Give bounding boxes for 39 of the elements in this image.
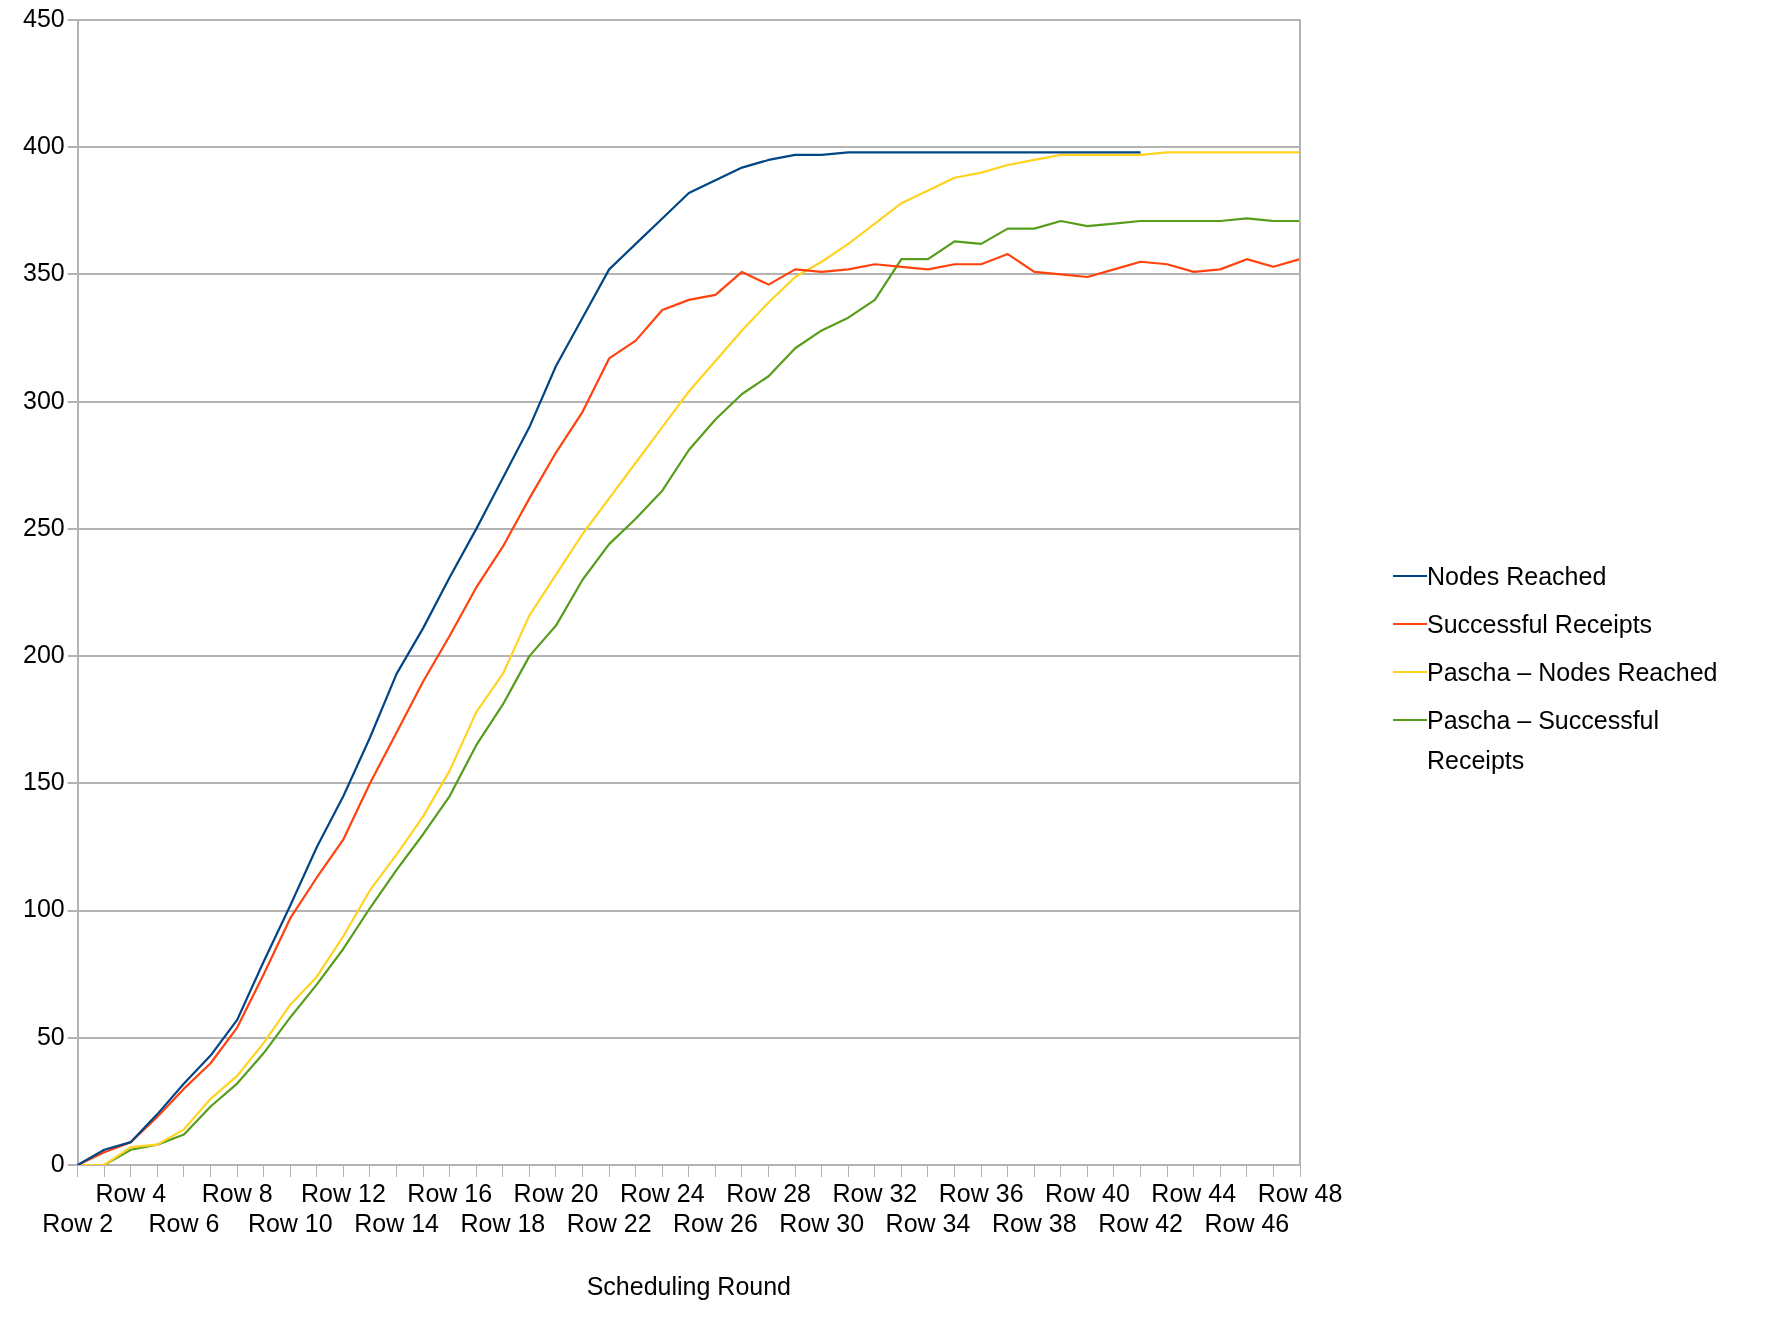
x-tick-label: Row 6 [148,1208,220,1237]
legend-label: Successful Receipts [1427,609,1653,640]
x-tick-label: Row 10 [247,1208,333,1237]
x-tick-label: Row 28 [726,1178,811,1207]
y-tick-label: 0 [50,1148,65,1177]
x-tick-label: Row 42 [1098,1208,1183,1237]
x-tick-label: Row 16 [407,1178,493,1207]
y-tick-label: 100 [22,894,65,923]
x-tick-label: Row 34 [885,1208,971,1237]
y-tick-label: 450 [22,3,65,32]
x-tick-label: Row 4 [95,1178,167,1207]
x-tick-label: Row 46 [1204,1208,1290,1237]
y-tick-label: 350 [22,258,65,287]
x-tick-label: Row 18 [460,1208,546,1237]
x-tick-label: Row 12 [301,1178,386,1207]
y-tick-label: 200 [22,640,65,668]
x-tick-label: Row 26 [673,1208,758,1237]
y-tick-label: 300 [22,385,65,414]
x-tick-label: Row 30 [779,1208,865,1237]
x-tick-label: Row 22 [566,1208,652,1237]
y-tick-label: 150 [22,767,65,796]
x-tick-label: Row 36 [938,1178,1024,1207]
x-axis-title: Scheduling Round [586,1271,792,1300]
x-tick-label: Row 40 [1045,1178,1130,1207]
x-tick-label: Row 24 [619,1178,705,1207]
x-tick-label: Row 32 [832,1178,918,1207]
x-tick-label: Row 8 [201,1178,273,1207]
legend-label: Nodes Reached [1427,561,1607,592]
legend-label: Pascha – Successful Receipts [1427,705,1661,776]
y-tick-label: 50 [36,1021,65,1050]
x-tick-label: Row 20 [513,1178,599,1207]
x-tick-label: Row 48 [1257,1178,1343,1207]
x-tick-label: Row 14 [354,1208,440,1237]
x-tick-label: Row 38 [991,1208,1077,1237]
y-tick-label: 250 [22,512,65,541]
x-tick-label: Row 44 [1151,1178,1237,1207]
x-tick-label: Row 2 [42,1208,114,1237]
legend-label: Pascha – Nodes Reached [1427,657,1718,688]
y-tick-label: 400 [22,131,65,160]
